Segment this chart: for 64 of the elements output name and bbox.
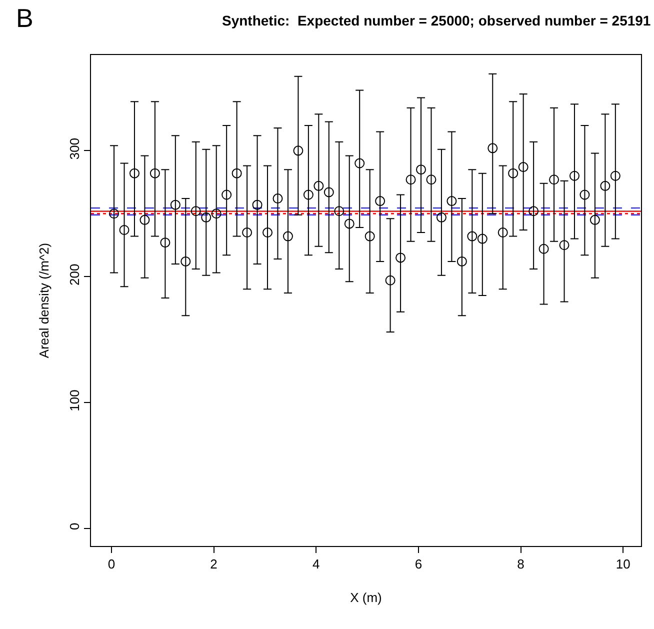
point (160, 238, 170, 248)
point (129, 168, 140, 178)
point (488, 143, 498, 154)
point (293, 146, 304, 156)
x-tick-label: 6 (414, 556, 422, 572)
point (190, 206, 201, 216)
point (211, 208, 222, 219)
point (538, 244, 549, 254)
point (140, 214, 150, 225)
point (528, 206, 539, 216)
point (242, 228, 252, 238)
point (334, 206, 344, 216)
point (150, 168, 160, 178)
point (324, 187, 334, 198)
x-tick-label: 0 (108, 556, 116, 572)
point (456, 256, 467, 266)
chart-title: Synthetic: Expected number = 25000; observed number = 25191 (222, 12, 651, 29)
point (385, 275, 396, 286)
point (396, 252, 406, 263)
point (262, 228, 273, 238)
point (119, 225, 130, 235)
text: B (16, 3, 34, 33)
point (222, 190, 232, 200)
point (467, 231, 478, 242)
x-axis-title: X (m) (350, 590, 382, 606)
y-tick-label: 300 (66, 138, 82, 160)
y-tick-label: 0 (66, 522, 82, 530)
y-axis-title: Areal density (/m^2) (36, 242, 52, 358)
point (375, 196, 386, 206)
x-tick-label: 10 (616, 556, 630, 572)
point (416, 164, 426, 175)
point (580, 190, 590, 200)
point (364, 231, 375, 242)
y-tick-label: 100 (66, 390, 82, 412)
point (252, 200, 262, 210)
point (590, 214, 600, 225)
y-tick-label: 200 (66, 264, 82, 286)
point (436, 212, 446, 222)
point (170, 200, 180, 210)
point (201, 212, 212, 222)
point (272, 194, 283, 204)
point (569, 170, 580, 181)
point (344, 218, 354, 229)
point (559, 240, 570, 250)
point (406, 174, 416, 185)
point (232, 168, 242, 178)
x-tick-label: 2 (210, 556, 218, 572)
point (498, 228, 508, 238)
point (314, 180, 324, 191)
point (426, 174, 436, 185)
point (109, 208, 120, 219)
x-tick-label: 8 (517, 556, 524, 572)
point (282, 231, 293, 242)
point (518, 162, 528, 172)
point (303, 190, 314, 200)
point (477, 234, 488, 244)
point (610, 170, 620, 181)
point (180, 256, 191, 266)
x-tick-label: 4 (312, 556, 320, 572)
point (508, 168, 518, 178)
point (600, 180, 610, 191)
point (549, 174, 560, 185)
point (354, 158, 365, 168)
point (446, 196, 457, 206)
